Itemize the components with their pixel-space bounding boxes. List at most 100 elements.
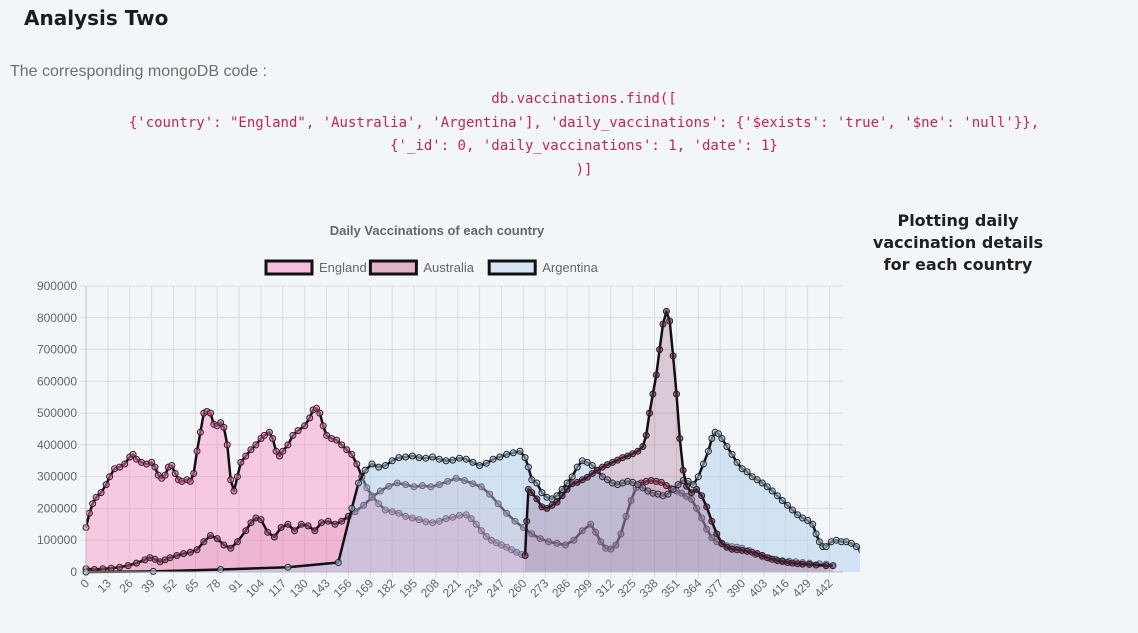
data-point bbox=[186, 477, 194, 485]
data-point bbox=[528, 489, 536, 497]
x-tick-label: 78 bbox=[204, 576, 224, 596]
data-point bbox=[598, 473, 606, 481]
data-point bbox=[607, 545, 615, 553]
data-point bbox=[462, 455, 470, 463]
x-tick-label: 260 bbox=[505, 576, 529, 600]
data-point bbox=[381, 506, 389, 514]
x-tick-label: 182 bbox=[374, 576, 398, 600]
x-tick-label: 390 bbox=[724, 576, 748, 600]
data-point bbox=[435, 481, 443, 489]
data-point bbox=[260, 431, 268, 439]
data-point bbox=[230, 487, 238, 495]
data-point bbox=[728, 450, 736, 458]
data-point bbox=[634, 447, 642, 455]
data-point bbox=[376, 487, 384, 495]
data-point bbox=[679, 466, 687, 474]
data-point bbox=[482, 532, 490, 540]
data-point bbox=[168, 462, 176, 469]
data-point bbox=[805, 560, 813, 568]
data-point bbox=[617, 530, 625, 538]
code-line: )] bbox=[575, 161, 593, 178]
data-point bbox=[338, 517, 346, 525]
data-point bbox=[588, 470, 596, 477]
data-point bbox=[516, 447, 524, 455]
data-point bbox=[662, 307, 670, 315]
data-point bbox=[563, 485, 571, 493]
data-point bbox=[348, 504, 356, 512]
data-point bbox=[708, 517, 716, 525]
data-point bbox=[553, 539, 561, 547]
data-point bbox=[588, 462, 596, 469]
page-heading: Analysis Two bbox=[24, 6, 169, 30]
data-point bbox=[106, 473, 114, 481]
data-point bbox=[573, 463, 581, 471]
data-point bbox=[469, 480, 477, 488]
x-tick-label: 416 bbox=[768, 576, 792, 600]
data-point bbox=[408, 514, 416, 522]
x-tick-label: 0 bbox=[77, 576, 92, 591]
data-point bbox=[133, 559, 140, 567]
data-point bbox=[664, 490, 672, 498]
data-point bbox=[270, 533, 278, 541]
x-tick-label: 351 bbox=[659, 576, 683, 600]
y-tick-label: 600000 bbox=[37, 374, 77, 388]
data-point bbox=[456, 511, 463, 519]
data-point bbox=[528, 530, 536, 538]
legend-swatch bbox=[487, 259, 537, 276]
data-point bbox=[318, 519, 325, 527]
x-tick-label: 52 bbox=[160, 576, 180, 596]
data-point bbox=[570, 536, 578, 544]
data-point bbox=[699, 460, 707, 468]
x-tick-label: 247 bbox=[484, 576, 508, 600]
data-point bbox=[789, 506, 796, 514]
data-point bbox=[449, 513, 457, 521]
data-point bbox=[799, 560, 807, 568]
data-point bbox=[220, 541, 228, 549]
data-point bbox=[674, 481, 682, 489]
data-point bbox=[593, 466, 601, 474]
y-tick-label: 800000 bbox=[37, 311, 77, 325]
x-tick-label: 234 bbox=[462, 576, 486, 600]
data-point bbox=[269, 435, 277, 442]
data-point bbox=[743, 468, 751, 476]
data-point bbox=[323, 431, 331, 439]
data-point bbox=[242, 527, 250, 535]
data-point bbox=[639, 443, 647, 450]
data-point bbox=[794, 511, 802, 519]
data-point bbox=[220, 423, 228, 431]
data-point bbox=[213, 535, 221, 543]
data-point bbox=[279, 447, 287, 455]
data-point bbox=[180, 550, 188, 558]
data-point bbox=[642, 431, 650, 439]
x-tick-label: 104 bbox=[243, 576, 267, 600]
data-point bbox=[597, 538, 605, 546]
chart-series-layer bbox=[82, 307, 860, 576]
data-point bbox=[338, 441, 346, 449]
data-point bbox=[708, 534, 716, 542]
data-point bbox=[809, 520, 817, 528]
data-point bbox=[723, 443, 731, 450]
data-point bbox=[482, 459, 490, 467]
data-point bbox=[612, 541, 620, 549]
data-point bbox=[207, 409, 214, 417]
data-point bbox=[291, 527, 299, 535]
data-point bbox=[688, 489, 696, 497]
data-point bbox=[708, 435, 716, 442]
data-point bbox=[435, 455, 443, 463]
data-point bbox=[277, 524, 285, 531]
data-point bbox=[604, 476, 611, 484]
data-point bbox=[207, 532, 214, 539]
data-point bbox=[102, 481, 110, 489]
data-point bbox=[456, 454, 463, 462]
data-point bbox=[385, 482, 393, 490]
data-point bbox=[511, 517, 519, 525]
legend-label: Australia bbox=[423, 260, 474, 275]
x-tick-label: 169 bbox=[352, 576, 376, 600]
data-point bbox=[694, 473, 702, 481]
series-australia bbox=[82, 474, 830, 573]
data-point bbox=[778, 497, 786, 504]
data-point bbox=[847, 539, 855, 547]
data-point bbox=[242, 452, 250, 460]
x-tick-label: 208 bbox=[418, 576, 442, 600]
legend-label: England bbox=[319, 260, 367, 275]
